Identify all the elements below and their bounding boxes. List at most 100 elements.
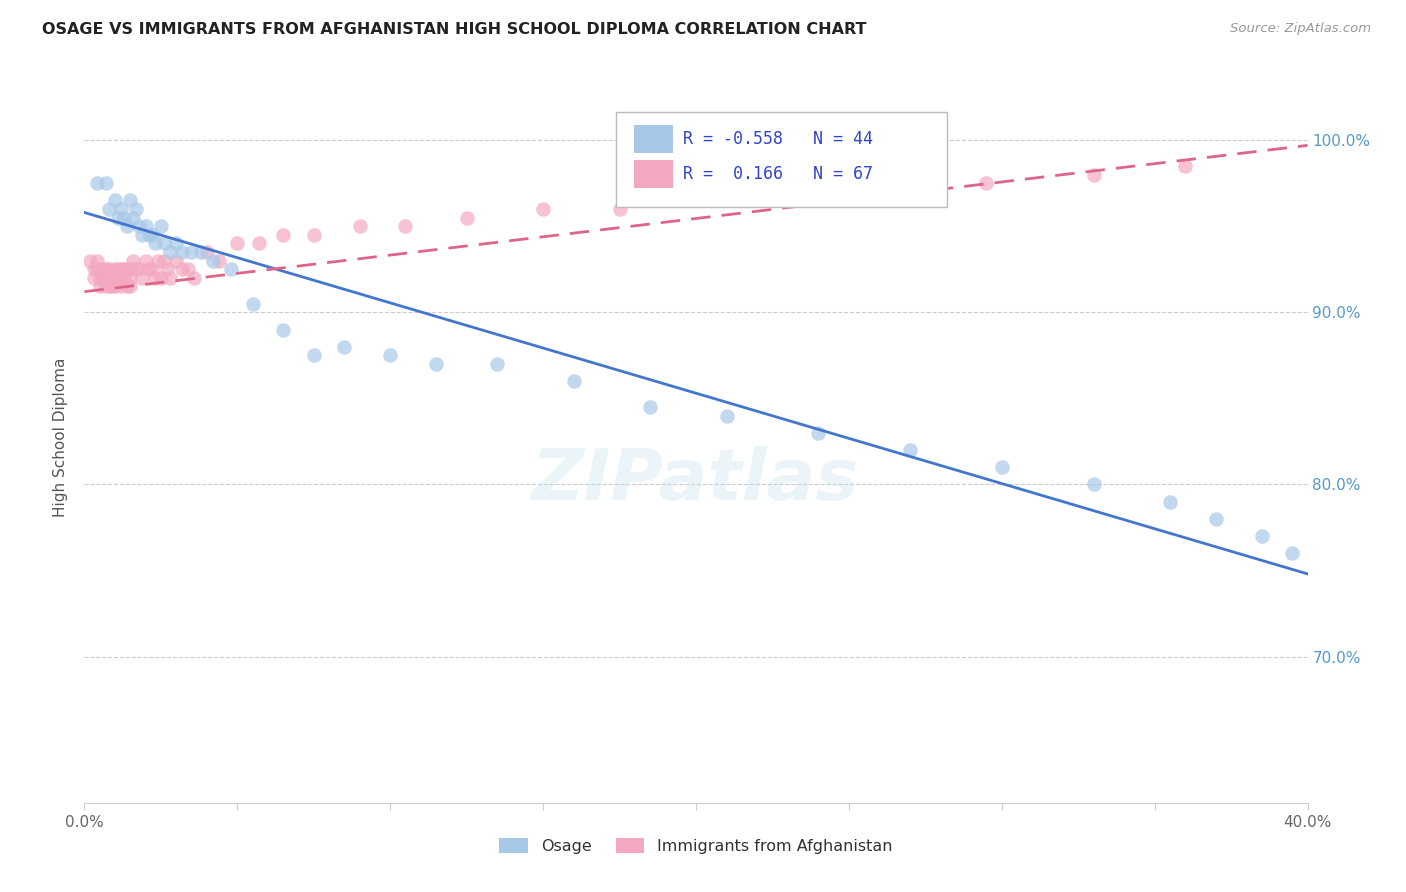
Point bbox=[156, 262, 179, 277]
Point bbox=[180, 245, 202, 260]
Point bbox=[143, 236, 166, 251]
Legend: Osage, Immigrants from Afghanistan: Osage, Immigrants from Afghanistan bbox=[494, 831, 898, 861]
Point bbox=[159, 271, 181, 285]
Point bbox=[380, 348, 402, 362]
Point bbox=[165, 236, 187, 251]
Point bbox=[131, 227, 153, 242]
Point bbox=[138, 227, 160, 242]
Point bbox=[456, 211, 478, 225]
Point bbox=[165, 253, 187, 268]
Point bbox=[89, 271, 111, 285]
Point bbox=[94, 279, 117, 293]
Point bbox=[110, 271, 132, 285]
Point bbox=[110, 202, 132, 216]
Point bbox=[638, 400, 661, 414]
Point bbox=[201, 253, 224, 268]
Point bbox=[302, 227, 325, 242]
Point bbox=[991, 460, 1014, 475]
Point bbox=[1174, 159, 1197, 173]
Point bbox=[120, 262, 142, 277]
Point bbox=[120, 271, 142, 285]
Point bbox=[104, 262, 127, 277]
Point bbox=[107, 211, 129, 225]
Point bbox=[122, 211, 145, 225]
Point bbox=[125, 202, 148, 216]
Point bbox=[128, 219, 150, 234]
Point bbox=[190, 245, 212, 260]
Point bbox=[97, 271, 120, 285]
Point bbox=[128, 262, 150, 277]
Point bbox=[302, 348, 325, 362]
Point bbox=[79, 253, 101, 268]
Point bbox=[219, 262, 242, 277]
Point bbox=[807, 425, 830, 440]
Point bbox=[271, 322, 294, 336]
Point bbox=[1159, 494, 1181, 508]
Point bbox=[183, 271, 205, 285]
Point bbox=[83, 271, 105, 285]
Point bbox=[776, 188, 799, 202]
Point bbox=[149, 271, 172, 285]
Point bbox=[159, 245, 181, 260]
Point bbox=[101, 279, 124, 293]
Point bbox=[86, 253, 108, 268]
Point bbox=[125, 262, 148, 277]
Point bbox=[112, 271, 135, 285]
Point bbox=[172, 245, 194, 260]
Point bbox=[138, 262, 160, 277]
Point bbox=[135, 219, 157, 234]
Point bbox=[94, 271, 117, 285]
Point bbox=[1250, 529, 1272, 543]
Point bbox=[135, 253, 157, 268]
Point bbox=[104, 279, 127, 293]
Point bbox=[1281, 546, 1303, 560]
Text: ZIPatlas: ZIPatlas bbox=[533, 447, 859, 516]
Point bbox=[89, 262, 111, 277]
Point bbox=[89, 279, 111, 293]
Point bbox=[685, 194, 707, 208]
Point bbox=[1083, 168, 1105, 182]
Point bbox=[104, 194, 127, 208]
Point bbox=[1205, 512, 1227, 526]
Point bbox=[869, 185, 891, 199]
Point bbox=[110, 262, 132, 277]
Point bbox=[112, 211, 135, 225]
Text: R = -0.558   N = 44: R = -0.558 N = 44 bbox=[682, 130, 873, 148]
Point bbox=[91, 262, 114, 277]
Point bbox=[609, 202, 631, 216]
Bar bbox=[634, 126, 672, 153]
Point bbox=[247, 236, 270, 251]
Point bbox=[153, 253, 176, 268]
Point bbox=[976, 176, 998, 190]
Point bbox=[107, 262, 129, 277]
Text: OSAGE VS IMMIGRANTS FROM AFGHANISTAN HIGH SCHOOL DIPLOMA CORRELATION CHART: OSAGE VS IMMIGRANTS FROM AFGHANISTAN HIG… bbox=[42, 22, 866, 37]
Point bbox=[425, 357, 447, 371]
Point bbox=[716, 409, 738, 423]
Point bbox=[143, 271, 166, 285]
Point bbox=[208, 253, 231, 268]
Point bbox=[349, 219, 371, 234]
Point bbox=[226, 236, 249, 251]
Point bbox=[83, 262, 105, 277]
Point bbox=[86, 262, 108, 277]
Point bbox=[898, 442, 921, 457]
Point bbox=[97, 279, 120, 293]
Point bbox=[122, 253, 145, 268]
Point bbox=[146, 253, 169, 268]
Point bbox=[115, 279, 138, 293]
Point bbox=[172, 262, 194, 277]
Point bbox=[177, 262, 200, 277]
Point bbox=[562, 374, 585, 388]
Point bbox=[94, 176, 117, 190]
Point bbox=[94, 262, 117, 277]
FancyBboxPatch shape bbox=[616, 112, 946, 207]
Point bbox=[115, 219, 138, 234]
Point bbox=[120, 279, 142, 293]
Point bbox=[97, 202, 120, 216]
Point bbox=[531, 202, 554, 216]
Text: R =  0.166   N = 67: R = 0.166 N = 67 bbox=[682, 165, 873, 183]
Point bbox=[149, 219, 172, 234]
Point bbox=[486, 357, 509, 371]
Text: Source: ZipAtlas.com: Source: ZipAtlas.com bbox=[1230, 22, 1371, 36]
Point bbox=[86, 176, 108, 190]
